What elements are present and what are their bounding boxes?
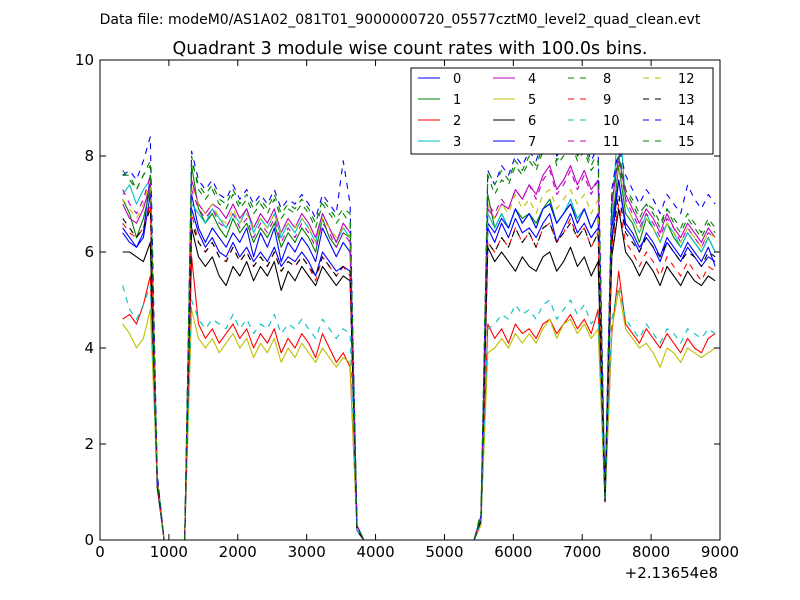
x-tick-label: 0 xyxy=(95,543,105,561)
legend-label-3: 3 xyxy=(453,135,461,150)
chart-title: Quadrant 3 module wise count rates with … xyxy=(173,39,648,59)
legend-label-13: 13 xyxy=(678,93,695,108)
x-axis: 0 1000 2000 3000 4000 5000 6000 7000 8000 9000 xyxy=(95,60,739,561)
legend-label-0: 0 xyxy=(453,72,461,87)
series-line-14 xyxy=(122,131,716,540)
legend-label-15: 15 xyxy=(678,135,695,150)
data-file-header: Data file: modeM0/AS1A02_081T01_90000007… xyxy=(100,12,701,28)
legend-box xyxy=(410,67,714,155)
series-line-7 xyxy=(122,179,716,540)
x-tick-label: 7000 xyxy=(563,543,601,561)
y-tick-label: 4 xyxy=(84,339,94,357)
x-offset-label: +2.13654e8 xyxy=(625,564,718,582)
legend-label-12: 12 xyxy=(678,72,695,87)
series-line-11 xyxy=(122,160,716,540)
x-tick-label: 5000 xyxy=(425,543,463,561)
y-tick-label: 0 xyxy=(84,531,94,549)
y-tick-label: 10 xyxy=(75,51,94,69)
series-line-0 xyxy=(122,174,716,540)
legend-label-7: 7 xyxy=(528,135,536,150)
series-line-6 xyxy=(122,208,716,540)
series-line-1 xyxy=(122,165,716,540)
series-line-15 xyxy=(122,117,716,540)
plot-frame xyxy=(99,59,721,541)
y-tick-label: 6 xyxy=(84,243,94,261)
x-tick-label: 9000 xyxy=(701,543,739,561)
legend-label-5: 5 xyxy=(528,93,536,108)
legend-label-14: 14 xyxy=(678,114,695,129)
legend-label-4: 4 xyxy=(528,72,536,87)
y-tick-label: 8 xyxy=(84,147,94,165)
x-tick-label: 3000 xyxy=(288,543,326,561)
y-tick-label: 2 xyxy=(84,435,94,453)
x-tick-label: 6000 xyxy=(494,543,532,561)
legend-label-10: 10 xyxy=(603,114,620,129)
series-line-5 xyxy=(122,289,716,540)
series-line-9 xyxy=(122,203,716,540)
x-tick-label: 1000 xyxy=(150,543,188,561)
legend-label-2: 2 xyxy=(453,114,461,129)
legend-label-1: 1 xyxy=(453,93,461,108)
legend-label-11: 11 xyxy=(603,135,620,150)
x-tick-label: 4000 xyxy=(356,543,394,561)
x-tick-label: 2000 xyxy=(219,543,257,561)
legend-label-6: 6 xyxy=(528,114,536,129)
series-line-2 xyxy=(122,256,716,540)
legend-label-8: 8 xyxy=(603,72,611,87)
x-tick-label: 8000 xyxy=(632,543,670,561)
legend-label-9: 9 xyxy=(603,93,611,108)
